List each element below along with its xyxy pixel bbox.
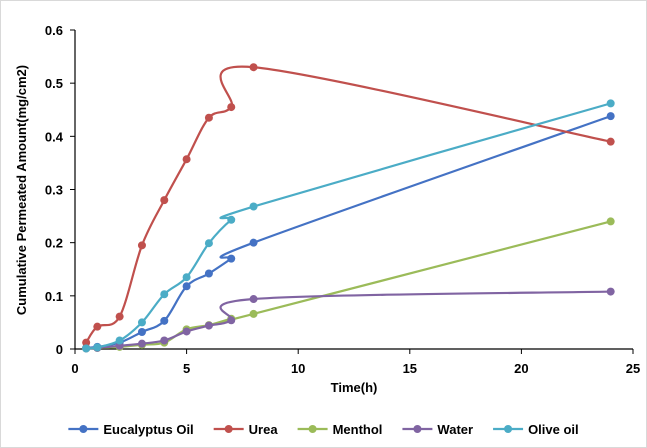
y-axis-ticks: 0 0.1 0.2 0.3 0.4 0.5 0.6: [45, 23, 75, 357]
data-point-urea: [115, 312, 124, 321]
data-point-olive-oil: [93, 343, 102, 352]
x-tick-label: 25: [626, 361, 640, 376]
data-point-olive-oil: [606, 99, 615, 108]
data-point-menthol: [249, 309, 258, 318]
legend-marker-icon: [308, 425, 317, 433]
y-tick-label: 0.5: [45, 76, 63, 91]
data-point-water: [249, 295, 258, 304]
legend-marker-icon: [224, 425, 233, 433]
series-urea: [82, 63, 615, 347]
data-point-olive-oil: [227, 215, 236, 224]
data-point-olive-oil: [160, 290, 169, 299]
data-point-water: [182, 327, 191, 336]
x-axis-ticks: 0 5 10 15 20 25: [71, 349, 640, 376]
data-point-eucalyptus-oil: [227, 254, 236, 263]
series-menthol: [82, 217, 615, 353]
data-point-urea: [82, 338, 91, 347]
legend-label: Water: [437, 422, 473, 437]
y-tick-label: 0.6: [45, 23, 63, 38]
data-point-urea: [93, 322, 102, 331]
x-tick-label: 0: [71, 361, 78, 376]
data-point-water: [137, 339, 146, 348]
data-point-olive-oil: [249, 202, 258, 211]
data-point-eucalyptus-oil: [137, 327, 146, 336]
series-line-urea: [85, 65, 611, 344]
series-line-menthol: [86, 220, 611, 350]
x-tick-label: 20: [514, 361, 528, 376]
legend-marker-icon: [413, 425, 422, 433]
data-point-olive-oil: [82, 344, 91, 353]
y-tick-label: 0.4: [45, 129, 64, 144]
series-layer: [82, 63, 615, 353]
data-point-olive-oil: [115, 336, 124, 345]
data-point-olive-oil: [137, 318, 146, 327]
series-line-olive-oil: [86, 102, 611, 350]
x-axis-title: Time(h): [331, 380, 378, 395]
data-point-olive-oil: [204, 239, 213, 248]
x-tick-label: 15: [403, 361, 417, 376]
data-point-urea: [160, 196, 169, 205]
y-tick-label: 0.3: [45, 183, 63, 198]
legend: Eucalyptus Oil Urea Menthol Water Olive oil: [68, 422, 579, 437]
y-tick-label: 0: [56, 342, 63, 357]
data-point-menthol: [606, 217, 615, 226]
data-point-water: [160, 336, 169, 345]
legend-item-olive-oil: Olive oil: [493, 422, 579, 437]
data-point-eucalyptus-oil: [249, 238, 258, 247]
series-line-water: [86, 290, 611, 350]
y-axis-title: Cumulative Permeated Amount(mg/cm2): [14, 65, 29, 315]
data-point-water: [204, 321, 213, 330]
legend-label: Menthol: [333, 422, 383, 437]
data-point-eucalyptus-oil: [204, 269, 213, 278]
data-point-eucalyptus-oil: [182, 282, 191, 291]
series-line-eucalyptus-oil: [86, 115, 612, 350]
x-tick-label: 5: [183, 361, 190, 376]
legend-label: Eucalyptus Oil: [103, 422, 193, 437]
legend-item-menthol: Menthol: [297, 422, 383, 437]
data-point-urea: [182, 155, 191, 164]
data-point-urea: [137, 241, 146, 250]
data-point-urea: [249, 63, 258, 72]
data-point-urea: [227, 103, 236, 112]
legend-item-eucalyptus-oil: Eucalyptus Oil: [68, 422, 194, 437]
data-point-urea: [204, 113, 213, 122]
legend-label: Olive oil: [528, 422, 579, 437]
y-tick-label: 0.1: [45, 289, 63, 304]
legend-item-urea: Urea: [213, 422, 279, 437]
legend-item-water: Water: [402, 422, 473, 437]
legend-marker-icon: [79, 425, 88, 433]
data-point-urea: [606, 137, 615, 146]
legend-marker-icon: [504, 425, 513, 433]
series-olive-oil: [82, 99, 615, 353]
x-tick-label: 10: [291, 361, 305, 376]
data-point-olive-oil: [182, 273, 191, 282]
series-eucalyptus-oil: [82, 112, 615, 352]
data-point-water: [227, 316, 236, 325]
data-point-eucalyptus-oil: [606, 112, 615, 121]
data-point-water: [606, 287, 615, 296]
data-point-eucalyptus-oil: [160, 316, 169, 325]
y-tick-label: 0.2: [45, 236, 63, 251]
legend-label: Urea: [249, 422, 279, 437]
